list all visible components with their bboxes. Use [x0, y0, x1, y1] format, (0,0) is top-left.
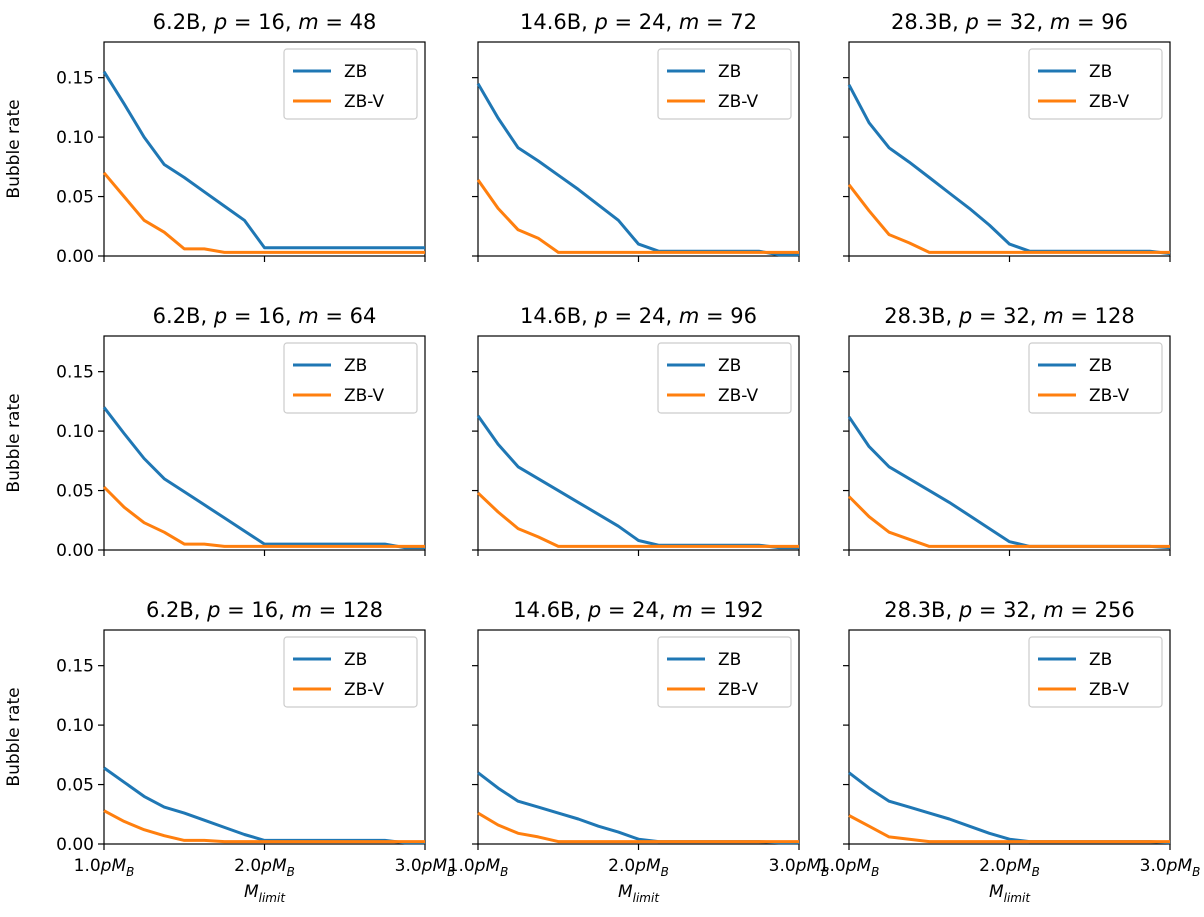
subplot-title: 14.6B, p = 24, m = 96 [520, 304, 757, 328]
legend-label-zb-v: ZB-V [718, 386, 758, 406]
legend-label-zb: ZB [718, 62, 741, 82]
x-tick-label: 3.0pMB [395, 856, 456, 879]
series-line-zb [847, 415, 1171, 550]
y-tick-label: 0.15 [56, 69, 94, 89]
series-line-zb [102, 70, 425, 250]
legend: ZB ZB-V [657, 636, 792, 708]
y-axis-label: Bubble rate [4, 687, 24, 786]
series-line-zb-v [477, 811, 799, 844]
legend-label-zb: ZB [344, 650, 367, 670]
legend: ZB ZB-V [1028, 636, 1163, 708]
subplot-r1-c0: 6.2B, p = 16, m = 64 0.00 0.05 0.10 0.15 Bubb… [4, 304, 426, 561]
legend-label-zb-v: ZB-V [1089, 92, 1129, 112]
y-tick-label: 0.10 [56, 716, 94, 736]
y-axis-label: Bubble rate [4, 99, 24, 198]
legend-label-zb-v: ZB-V [718, 92, 758, 112]
subplot-r1-c2: 28.3B, p = 32, m = 128 ZB ZB-V [843, 304, 1171, 556]
series-line-zb-v [102, 485, 425, 548]
x-tick-label: 3.0pMB [1140, 856, 1201, 879]
legend: ZB ZB-V [283, 342, 418, 414]
subplot-title: 14.6B, p = 24, m = 72 [520, 10, 757, 34]
y-tick-label: 0.00 [56, 541, 94, 561]
legend-label-zb-v: ZB-V [1089, 680, 1129, 700]
subplot-title: 6.2B, p = 16, m = 128 [146, 598, 383, 622]
series-line-zb-v [476, 179, 799, 254]
subplot-r0-c1: 14.6B, p = 24, m = 72 ZB ZB-V [472, 10, 800, 262]
legend: ZB ZB-V [657, 48, 792, 120]
subplot-title: 28.3B, p = 32, m = 96 [891, 10, 1128, 34]
y-tick-label: 0.10 [56, 128, 94, 148]
x-tick-label: 3.0pMB [769, 856, 830, 879]
x-axis-label: Mlimit [618, 882, 660, 905]
x-axis-label: Mlimit [244, 882, 286, 905]
legend-label-zb-v: ZB-V [1089, 386, 1129, 406]
legend-label-zb: ZB [718, 356, 741, 376]
subplot-title: 6.2B, p = 16, m = 64 [153, 304, 377, 328]
x-tick-label: 1.0pMB [819, 856, 880, 879]
subplot-title: 28.3B, p = 32, m = 256 [884, 598, 1134, 622]
legend-label-zb-v: ZB-V [344, 386, 384, 406]
subplot-r1-c1: 14.6B, p = 24, m = 96 ZB ZB-V [472, 304, 800, 556]
x-tick-label: 1.0pMB [74, 856, 135, 879]
subplot-title: 14.6B, p = 24, m = 192 [513, 598, 763, 622]
y-tick-label: 0.00 [56, 835, 94, 855]
x-tick-label: 1.0pMB [448, 856, 509, 879]
legend-label-zb: ZB [718, 650, 741, 670]
x-tick-label: 2.0pMB [234, 856, 295, 879]
subplot-r2-c0: 6.2B, p = 16, m = 128 0.00 0.05 0.10 0.15 1.0… [4, 598, 455, 905]
series-line-zb [477, 771, 799, 845]
legend-label-zb: ZB [1089, 356, 1112, 376]
legend-label-zb: ZB [1089, 650, 1112, 670]
legend-label-zb-v: ZB-V [344, 92, 384, 112]
series-line-zb [848, 771, 1171, 845]
subplot-title: 6.2B, p = 16, m = 48 [153, 10, 377, 34]
y-tick-label: 0.00 [56, 247, 94, 267]
y-tick-label: 0.05 [56, 482, 94, 502]
series-line-zb-v [476, 491, 799, 548]
series-line-zb-v [847, 495, 1170, 548]
legend-label-zb: ZB [344, 356, 367, 376]
y-tick-label: 0.05 [56, 188, 94, 208]
y-axis-label: Bubble rate [4, 393, 24, 492]
x-axis-label: Mlimit [989, 882, 1031, 905]
series-line-zb-v [847, 183, 1170, 254]
y-tick-label: 0.15 [56, 363, 94, 383]
legend-label-zb: ZB [344, 62, 367, 82]
legend-label-zb: ZB [1089, 62, 1112, 82]
series-line-zb-v [103, 809, 425, 844]
legend-label-zb-v: ZB-V [344, 680, 384, 700]
subplot-r2-c2: 28.3B, p = 32, m = 256 1.0pMB 2.0pMB 3.0pMB… [819, 598, 1201, 905]
legend: ZB ZB-V [1028, 342, 1163, 414]
series-line-zb [476, 414, 799, 550]
legend: ZB ZB-V [657, 342, 792, 414]
series-line-zb [102, 406, 425, 550]
subplot-r2-c1: 14.6B, p = 24, m = 192 1.0pMB 2.0pMB 3.0pMB… [448, 598, 830, 905]
legend: ZB ZB-V [1028, 48, 1163, 120]
legend-label-zb-v: ZB-V [718, 680, 758, 700]
series-line-zb-v [848, 814, 1170, 844]
legend: ZB ZB-V [283, 48, 418, 120]
x-tick-label: 2.0pMB [979, 856, 1040, 879]
y-tick-label: 0.05 [56, 776, 94, 796]
x-tick-label: 2.0pMB [608, 856, 669, 879]
legend: ZB ZB-V [283, 636, 418, 708]
series-line-zb-v [102, 171, 425, 254]
subplot-title: 28.3B, p = 32, m = 128 [884, 304, 1134, 328]
y-tick-label: 0.15 [56, 657, 94, 677]
subplot-r0-c0: 6.2B, p = 16, m = 48 0.00 0.05 0.10 0.15 Bubb… [4, 10, 426, 267]
subplot-r0-c2: 28.3B, p = 32, m = 96 ZB ZB-V [843, 10, 1171, 262]
y-tick-label: 0.10 [56, 422, 94, 442]
